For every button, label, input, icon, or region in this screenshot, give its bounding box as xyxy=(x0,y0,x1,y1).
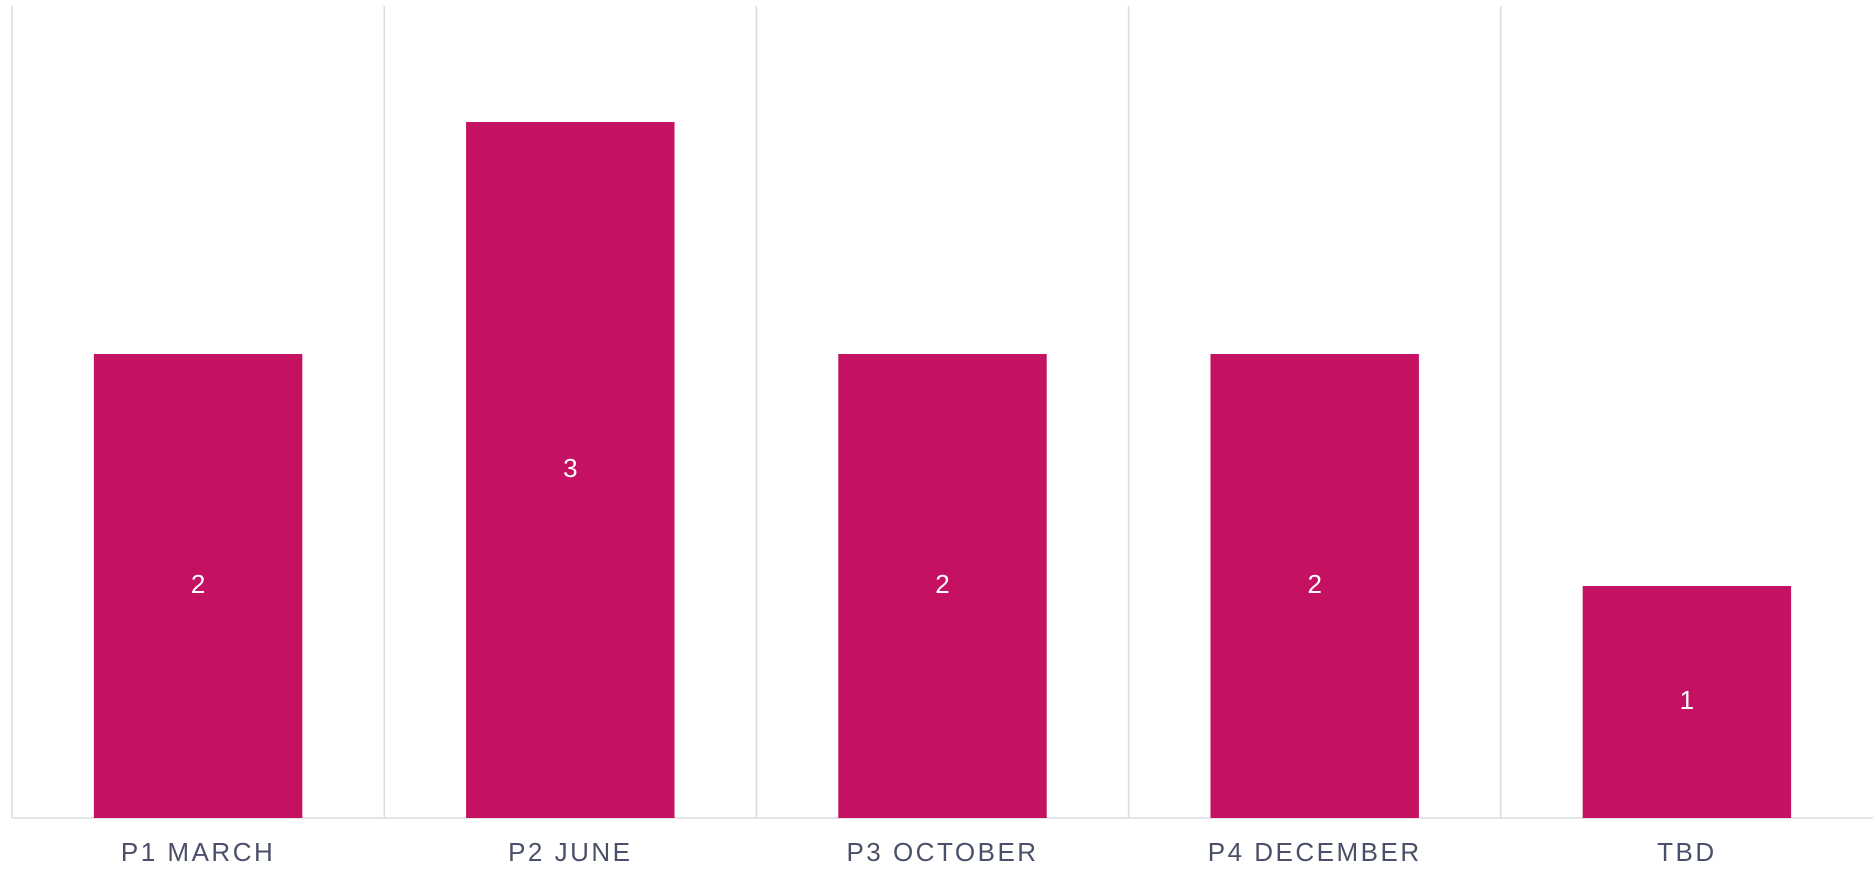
x-tick-label: P1 MARCH xyxy=(121,837,275,867)
data-label: 2 xyxy=(1307,569,1321,599)
data-label: 3 xyxy=(563,453,577,483)
x-tick-label: P3 OCTOBER xyxy=(846,837,1038,867)
bar xyxy=(93,354,303,818)
bar xyxy=(466,122,675,818)
data-label: 1 xyxy=(1680,685,1694,715)
bar xyxy=(838,354,1047,818)
data-label: 2 xyxy=(935,569,949,599)
data-label: 2 xyxy=(191,569,205,599)
bar xyxy=(1582,586,1792,818)
x-tick-label: P2 JUNE xyxy=(508,837,632,867)
x-tick-label: TBD xyxy=(1657,837,1717,867)
x-tick-label: P4 DECEMBER xyxy=(1208,837,1422,867)
bar xyxy=(1210,354,1419,818)
